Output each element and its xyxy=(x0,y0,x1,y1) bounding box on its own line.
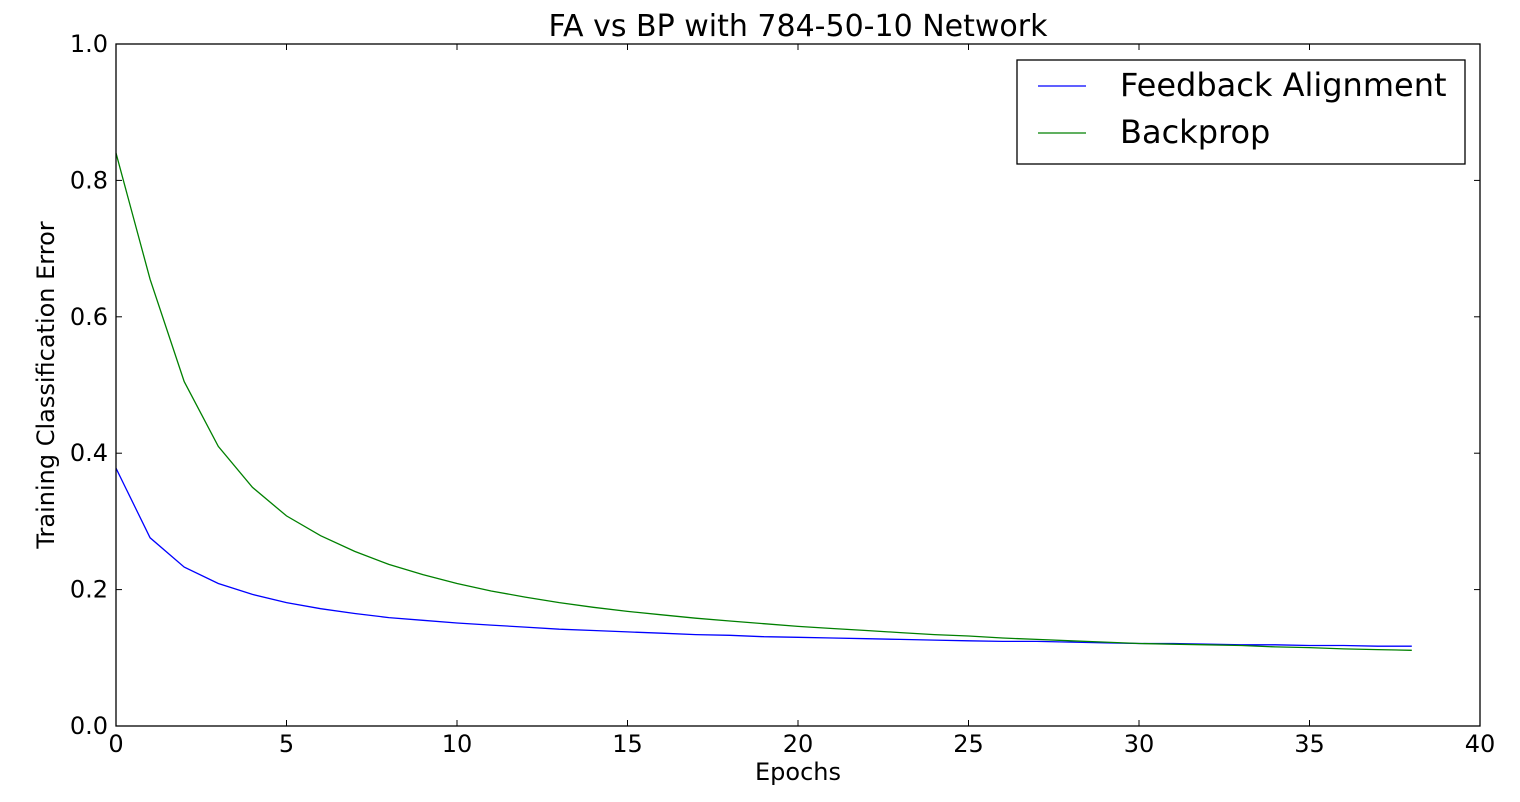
x-tick-label: 15 xyxy=(612,730,643,758)
x-axis-ticks: 0 5 10 15 20 25 30 35 40 xyxy=(108,44,1495,758)
x-tick-label: 30 xyxy=(1124,730,1155,758)
series-lines xyxy=(115,152,1412,651)
chart-title: FA vs BP with 784-50-10 Network xyxy=(549,9,1049,44)
y-axis-label: Training Classification Error xyxy=(32,221,60,549)
x-tick-label: 25 xyxy=(953,730,984,758)
x-tick-label: 20 xyxy=(783,730,814,758)
y-tick-label: 0.2 xyxy=(70,576,108,604)
x-tick-label: 0 xyxy=(108,730,123,758)
legend-label-backprop: Backprop xyxy=(1120,113,1270,151)
x-axis-label: Epochs xyxy=(755,758,841,786)
y-tick-label: 0.6 xyxy=(70,303,108,331)
legend-label-feedback-alignment: Feedback Alignment xyxy=(1120,66,1447,104)
y-tick-label: 1.0 xyxy=(70,30,108,58)
y-tick-label: 0.8 xyxy=(70,166,108,194)
x-tick-label: 5 xyxy=(279,730,294,758)
legend: Feedback Alignment Backprop xyxy=(1016,59,1466,165)
y-tick-label: 0.0 xyxy=(70,712,108,740)
x-tick-label: 40 xyxy=(1465,730,1496,758)
y-tick-label: 0.4 xyxy=(70,439,108,467)
x-tick-label: 35 xyxy=(1294,730,1325,758)
x-tick-label: 10 xyxy=(442,730,473,758)
y-axis-ticks: 0.0 0.2 0.4 0.6 0.8 1.0 xyxy=(70,30,1480,740)
legend-frame xyxy=(1016,59,1466,165)
series-line-backprop xyxy=(115,152,1412,651)
